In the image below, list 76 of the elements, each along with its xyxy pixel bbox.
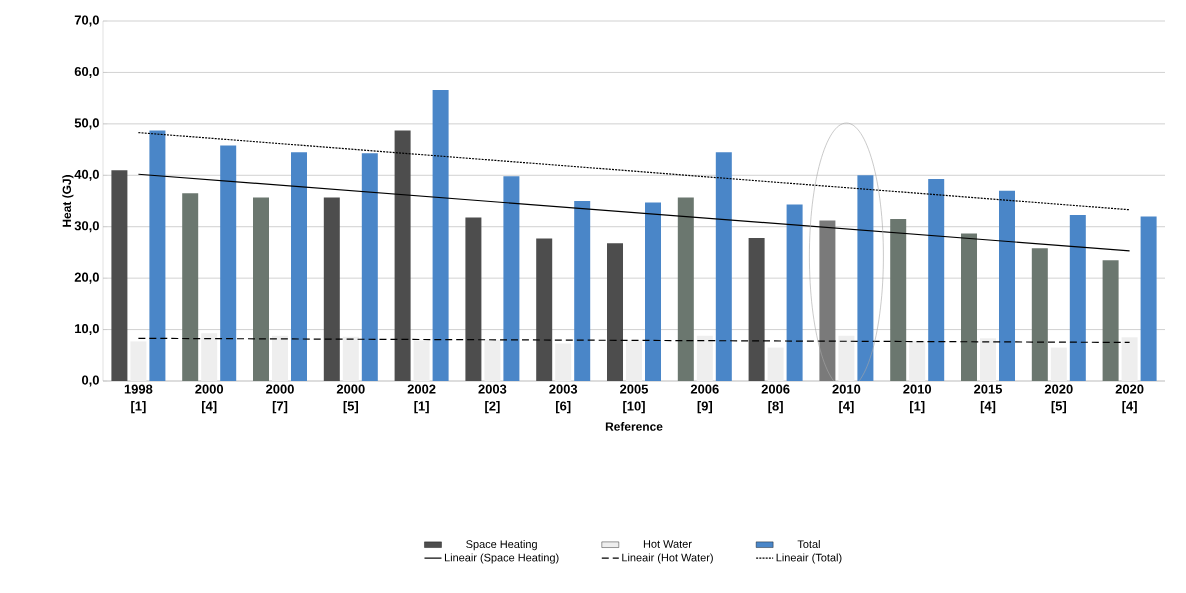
bar bbox=[394, 130, 411, 381]
bar bbox=[909, 340, 926, 381]
bar bbox=[432, 89, 449, 381]
legend-label: Space Heating bbox=[466, 539, 537, 551]
bar bbox=[149, 130, 166, 381]
bar bbox=[1102, 260, 1119, 381]
x-tick-label: 1998 [1] bbox=[124, 384, 153, 414]
bar bbox=[1031, 248, 1048, 381]
x-tick-label: 2020 [4] bbox=[1115, 384, 1144, 414]
y-tick-label: 20,0 bbox=[74, 272, 99, 284]
y-tick-label: 60,0 bbox=[74, 66, 99, 78]
bar bbox=[291, 152, 307, 381]
bar bbox=[272, 335, 288, 381]
x-tick-label: 2015 [4] bbox=[974, 384, 1003, 414]
bar bbox=[890, 219, 907, 381]
bar bbox=[696, 335, 713, 381]
legend-label: Hot Water bbox=[643, 540, 692, 548]
bar bbox=[1069, 214, 1086, 381]
bar bbox=[999, 190, 1015, 381]
x-tick-label: 2002 [1] bbox=[407, 384, 436, 414]
bar bbox=[1140, 216, 1157, 381]
x-tick-label: 2000 [4] bbox=[195, 384, 224, 414]
legend-label: Lineair (Hot Water) bbox=[622, 553, 713, 564]
bar bbox=[980, 338, 996, 381]
x-tick-label: 2003 [2] bbox=[478, 384, 507, 414]
bar bbox=[130, 341, 147, 381]
y-tick-label: 0,0 bbox=[81, 375, 99, 387]
y-tick-label: 30,0 bbox=[74, 221, 99, 233]
x-tick-label: 2010 [4] bbox=[832, 384, 861, 414]
x-tick-label: 2000 [7] bbox=[266, 384, 294, 414]
x-tick-label: 2000 [5] bbox=[336, 384, 365, 414]
bar bbox=[857, 175, 874, 381]
bar bbox=[838, 335, 855, 381]
y-tick-label: 70,0 bbox=[74, 15, 99, 27]
y-tick-label: 10,0 bbox=[75, 324, 99, 336]
x-tick-label: 2003 [6] bbox=[549, 384, 578, 414]
bar bbox=[1121, 337, 1138, 381]
bar bbox=[574, 201, 591, 381]
legend-label: Lineair (Space Heating) bbox=[444, 553, 559, 564]
bar bbox=[1050, 347, 1067, 381]
y-tick-label: 40,0 bbox=[74, 169, 99, 181]
legend-label: Lineair (Total) bbox=[776, 553, 842, 564]
bar bbox=[342, 336, 359, 381]
bar bbox=[503, 176, 520, 381]
bar bbox=[111, 170, 128, 381]
bar bbox=[626, 340, 642, 381]
bar bbox=[361, 153, 378, 381]
bar bbox=[413, 340, 430, 381]
bar bbox=[961, 233, 977, 381]
x-axis-title: Reference bbox=[605, 422, 663, 431]
bar bbox=[465, 217, 482, 381]
legend-label: Total bbox=[797, 539, 820, 549]
bar bbox=[253, 197, 269, 381]
bar bbox=[928, 178, 945, 381]
bar bbox=[748, 238, 765, 381]
bar bbox=[555, 343, 572, 381]
bar bbox=[484, 339, 501, 381]
x-tick-label: 2005 [10] bbox=[620, 384, 649, 414]
bar bbox=[677, 197, 694, 381]
x-tick-label: 2010 [1] bbox=[903, 384, 932, 414]
bar bbox=[767, 347, 784, 381]
bar bbox=[536, 238, 553, 381]
bar bbox=[819, 220, 836, 381]
bar bbox=[645, 202, 661, 381]
bar bbox=[323, 197, 340, 381]
y-tick-label: 50,0 bbox=[74, 118, 99, 130]
bar bbox=[607, 243, 623, 381]
x-tick-label: 2006 [9] bbox=[690, 384, 719, 414]
x-tick-label: 2006 [8] bbox=[761, 384, 790, 414]
x-tick-label: 2020 [5] bbox=[1044, 384, 1073, 414]
bar bbox=[786, 204, 803, 381]
bar bbox=[182, 193, 199, 381]
bar bbox=[715, 152, 732, 381]
bar bbox=[220, 145, 237, 381]
y-axis-title: Heat (GJ) bbox=[62, 175, 74, 227]
bar bbox=[201, 333, 218, 381]
